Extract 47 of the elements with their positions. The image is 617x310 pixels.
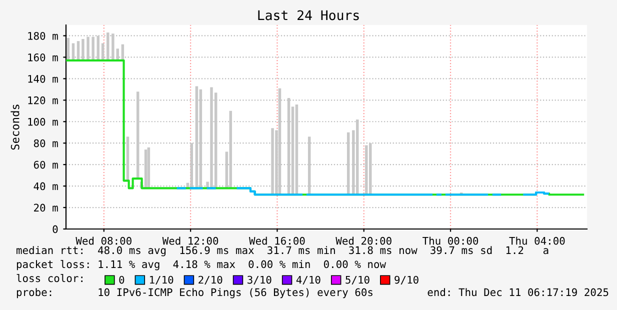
text: median rtt: 48.0 ms avg 156.9 ms max 31.7 ms min 31.8 ms now 39.7 ms sd 1.2 a <box>16 246 548 256</box>
bar <box>210 87 213 188</box>
bar <box>308 136 311 195</box>
bar <box>199 89 202 188</box>
bar <box>271 128 274 195</box>
bar <box>287 98 290 195</box>
legend-label: 5/10 <box>346 276 370 285</box>
bar <box>295 104 298 195</box>
legend-label: 9/10 <box>394 276 418 285</box>
y-tick-label: 180 m <box>28 32 58 40</box>
x-tick-label: Wed 12:00 <box>162 236 218 245</box>
text: packet loss: 1.11 % avg 4.18 % max 0.00 % min 0.00 % now <box>16 260 386 270</box>
y-tick-label: 160 m <box>28 53 58 62</box>
bar <box>92 36 94 60</box>
y-tick-label: 20 m <box>34 204 58 212</box>
bar <box>278 88 282 195</box>
legend-label: 1/10 <box>150 276 174 285</box>
legend-title: loss color: <box>16 274 82 282</box>
x-tick-label: Wed 20:00 <box>336 236 392 245</box>
legend-label: 2/10 <box>198 276 222 285</box>
bar <box>112 34 114 60</box>
legend-label: 0 <box>119 276 124 284</box>
x-tick-label: Thu 04:00 <box>509 236 565 245</box>
bar <box>136 92 140 179</box>
y-tick-label: 140 m <box>28 74 58 83</box>
bar <box>106 32 110 60</box>
x-tick-label: Wed 16:00 <box>248 236 305 245</box>
bar <box>356 119 359 195</box>
y-tick-label: 80 m <box>34 139 58 148</box>
bar <box>195 86 198 188</box>
text: end: Thu Dec 11 06:17:19 2025 <box>428 288 608 296</box>
legend-label: 4/10 <box>296 276 320 285</box>
legend-label: 3/10 <box>248 276 272 285</box>
y-tick-label: 120 m <box>28 96 58 104</box>
chart-title: Last 24 Hours <box>258 10 359 20</box>
x-tick-label: Thu 00:00 <box>422 236 478 245</box>
y-tick-label: 0 <box>52 225 58 234</box>
y-axis-title: Seconds <box>10 104 20 150</box>
bar <box>82 38 84 60</box>
x-tick-label: Wed 08:00 <box>76 236 132 245</box>
text: probe: 10 IPv6-ICMP Echo Pings (56 Bytes) every 60s <box>16 288 372 298</box>
bar <box>229 110 232 188</box>
bar <box>365 145 368 195</box>
y-tick-label: 40 m <box>34 182 58 190</box>
y-tick-label: 100 m <box>28 118 58 126</box>
y-tick-label: 60 m <box>34 160 58 169</box>
bar <box>86 36 90 60</box>
